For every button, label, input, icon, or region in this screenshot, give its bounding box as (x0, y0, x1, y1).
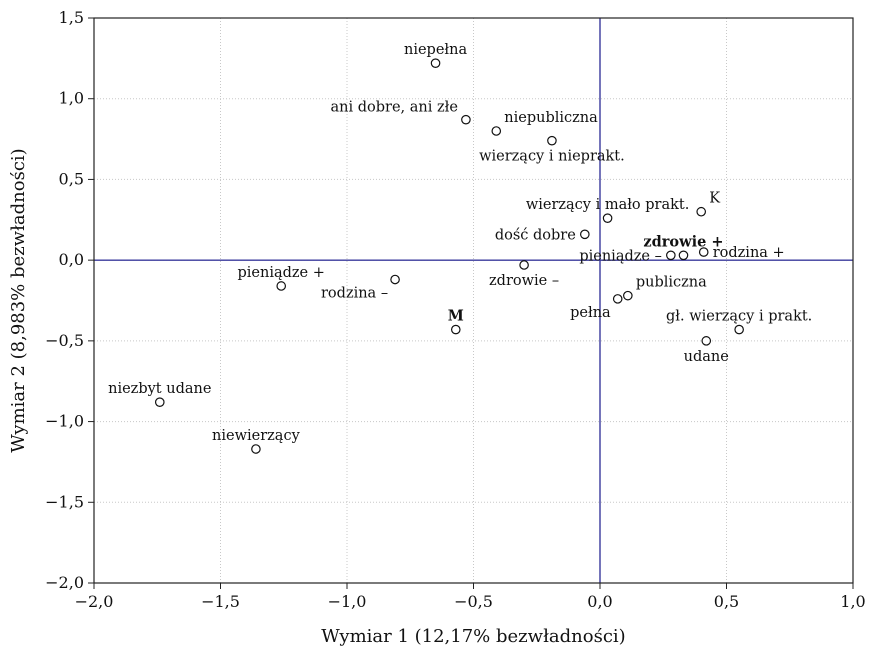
x-tick-label: −0,5 (454, 592, 493, 611)
y-tick-label: 0,5 (59, 169, 84, 188)
scatter-point (450, 324, 461, 335)
x-tick-label: 1,0 (840, 592, 865, 611)
scatter-point (519, 260, 529, 270)
y-tick-label: 0,0 (59, 250, 84, 269)
point-label: pełna (570, 305, 611, 321)
y-axis-title: Wymiar 2 (8,983% bezwładności) (8, 148, 29, 452)
scatter-point (623, 290, 633, 301)
point-label: dość dobre (495, 227, 576, 243)
point-label: M (448, 308, 464, 325)
point-label: niepełna (404, 42, 467, 58)
scatter-point (698, 247, 709, 257)
point-label: niezbyt udane (108, 381, 211, 397)
x-tick-label: −2,0 (75, 592, 114, 611)
point-label: K (709, 191, 721, 207)
point-label: udane (684, 349, 729, 365)
y-tick-label: −0,5 (45, 331, 84, 350)
point-label: niewierzący (212, 428, 301, 444)
x-tick-label: −1,5 (201, 592, 240, 611)
tick-layer: −2,0 −1,5 −1,0 −0,5 0,0 0,5 1,0 −2,0 −1,5 −1,0 −0,… (45, 8, 866, 611)
scatter-point (430, 58, 441, 68)
point-label: rodzina – (321, 286, 388, 302)
scatter-point (666, 250, 676, 261)
y-tick-label: −2,0 (45, 573, 84, 592)
scatter-point (696, 206, 706, 217)
reference-lines (94, 18, 853, 583)
scatter-point (547, 135, 557, 146)
scatter-point (734, 324, 744, 335)
point-label: publiczna (636, 275, 707, 291)
point-label: ani dobre, ani złe (331, 100, 458, 116)
x-tick-label: 0,0 (587, 592, 612, 611)
y-tick-label: −1,5 (45, 492, 84, 511)
point-label: rodzina + (713, 245, 785, 261)
point-label: zdrowie – (489, 273, 559, 289)
x-axis-title: Wymiar 1 (12,17% bezwładności) (321, 626, 625, 647)
scatter-point (701, 336, 712, 346)
scatter-point (390, 274, 400, 285)
y-tick-label: −1,0 (45, 412, 84, 431)
scatter-point (678, 250, 689, 261)
scatter-point (580, 229, 590, 240)
scatter-point (461, 114, 471, 125)
point-label: gł. wierzący i prakt. (666, 309, 812, 325)
point-label: zdrowie + (643, 233, 723, 250)
scatter-point (154, 397, 165, 407)
grid-layer (93, 17, 854, 584)
scatter-point (491, 126, 502, 136)
point-label: wierzący i mało prakt. (526, 197, 690, 213)
x-tick-label: 0,5 (714, 592, 739, 611)
points-layer: niepełna ani dobre, ani złe niepubliczna wi… (108, 42, 812, 454)
scatter-point (612, 294, 623, 304)
point-label: niepubliczna (504, 110, 598, 126)
y-tick-label: 1,0 (59, 89, 84, 108)
point-label: pieniądze – (579, 248, 661, 264)
x-tick-label: −1,0 (328, 592, 367, 611)
y-tick-label: 1,5 (59, 8, 84, 27)
point-label: pieniądze + (238, 265, 325, 281)
scatter-point (276, 281, 287, 291)
scatter-point (251, 444, 261, 454)
scatter-point (602, 213, 613, 223)
point-label: wierzący i nieprakt. (479, 149, 625, 165)
